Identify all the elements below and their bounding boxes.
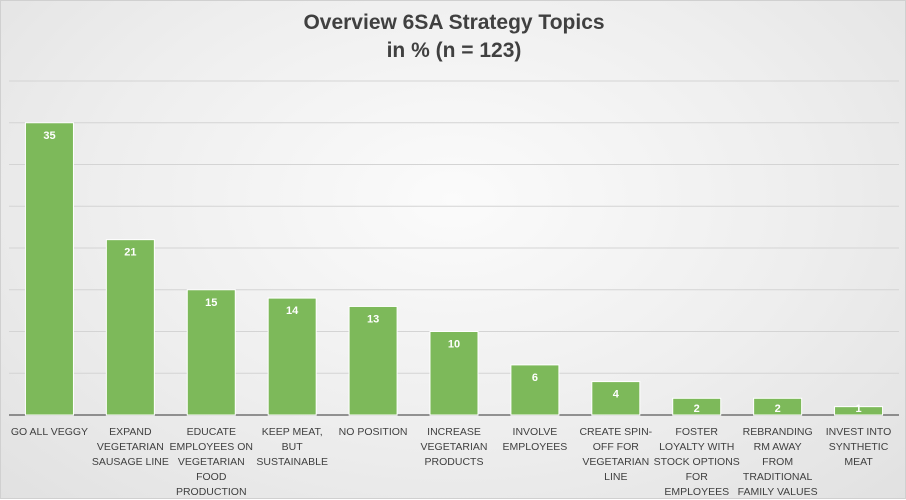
- chart-subtitle: in % (n = 123): [386, 39, 522, 62]
- bar: [24, 122, 74, 416]
- x-tick-label-line: OFF FOR: [593, 441, 639, 453]
- data-label: 2: [775, 403, 781, 415]
- bar: [186, 289, 236, 416]
- bar: [591, 381, 641, 416]
- data-label: 15: [205, 297, 217, 309]
- x-tick-label-line: LINE: [604, 471, 627, 483]
- data-label: 21: [124, 247, 136, 259]
- x-tick-label-line: STOCK OPTIONS: [654, 456, 740, 468]
- x-tick-label-line: SYNTHETIC: [829, 441, 889, 453]
- data-label: 13: [367, 313, 379, 325]
- x-tick-label-line: FOSTER: [675, 426, 718, 438]
- data-label: 1: [855, 403, 861, 415]
- x-tick-label-line: EDUCATE: [187, 426, 236, 438]
- x-tick-label: INVOLVE EMPLOYEES: [503, 426, 568, 453]
- x-tick-label: NO POSITION: [339, 426, 408, 438]
- bar: [672, 397, 722, 416]
- x-tick-label: INCREASE VEGETARIAN PRODUCTS: [421, 426, 488, 468]
- x-tick-label-line: INVEST INTO: [826, 426, 892, 438]
- bar: [510, 364, 560, 416]
- x-tick-label-line: FOR: [686, 471, 709, 483]
- x-tick-label: INVEST INTO SYNTHETIC MEAT: [826, 426, 892, 468]
- x-tick-label-line: MEAT: [844, 456, 873, 468]
- bar: [348, 305, 398, 416]
- x-tick-label-line: EMPLOYEES ON: [170, 441, 253, 453]
- x-tick-label-line: FOOD: [196, 471, 227, 483]
- x-tick-label-line: INCREASE: [427, 426, 481, 438]
- x-tick-label-line: VEGETARIAN: [97, 441, 164, 453]
- x-tick-label-line: EXPAND: [109, 426, 152, 438]
- x-tick-label-line: TRADITIONAL: [743, 471, 813, 483]
- x-tick-label-line: SUSTAINABLE: [256, 456, 328, 468]
- data-label: 4: [613, 389, 620, 401]
- x-tick-label-line: GO ALL VEGGY: [11, 426, 88, 438]
- bar: [267, 297, 317, 416]
- data-label: 35: [43, 130, 55, 142]
- bar: [105, 239, 155, 416]
- data-label: 6: [532, 372, 538, 384]
- data-label: 10: [448, 339, 460, 351]
- x-tick-label-line: VEGETARIAN: [421, 441, 488, 453]
- x-tick-label-line: EMPLOYEES: [664, 486, 729, 498]
- data-label: 14: [286, 305, 299, 317]
- x-tick-label-line: VEGETARIAN: [178, 456, 245, 468]
- x-tick-label-line: KEEP MEAT,: [262, 426, 323, 438]
- x-tick-label-line: BUT: [282, 441, 304, 453]
- bar: [429, 331, 479, 416]
- x-tick-label-line: SAUSAGE LINE: [92, 456, 169, 468]
- x-tick-label: REBRANDING RM AWAY FROM TRADITIONAL FAMILY V…: [738, 426, 818, 498]
- x-tick-label-line: REBRANDING: [743, 426, 813, 438]
- x-tick-label-line: EMPLOYEES: [503, 441, 568, 453]
- x-tick-label-line: FAMILY VALUES: [738, 486, 818, 498]
- x-tick-label-line: LOYALTY WITH: [659, 441, 734, 453]
- x-tick-label-line: INVOLVE: [513, 426, 558, 438]
- chart-title: Overview 6SA Strategy Topics: [303, 11, 605, 34]
- data-label: 2: [694, 403, 700, 415]
- x-tick-label-line: PRODUCTION: [176, 486, 247, 498]
- x-tick-label: GO ALL VEGGY: [11, 426, 88, 438]
- x-tick-label: KEEP MEAT, BUT SUSTAINABLE: [256, 426, 328, 468]
- x-tick-label-line: VEGETARIAN: [582, 456, 649, 468]
- x-tick-label: CREATE SPIN- OFF FOR VEGETARIAN LINE: [579, 426, 652, 483]
- x-tick-label-line: CREATE SPIN-: [579, 426, 652, 438]
- bar: [834, 406, 884, 416]
- x-tick-label-line: FROM: [762, 456, 793, 468]
- bar: [753, 397, 803, 416]
- x-tick-label: EXPAND VEGETARIAN SAUSAGE LINE: [92, 426, 169, 468]
- x-tick-label-line: NO POSITION: [339, 426, 408, 438]
- chart-title-block: Overview 6SA Strategy Topics in % (n = 1…: [1, 9, 906, 65]
- x-tick-label: EDUCATE EMPLOYEES ON VEGETARIAN FOOD PRODUCT…: [170, 426, 253, 498]
- x-tick-label: FOSTER LOYALTY WITH STOCK OPTIONS FOR EMPLOY…: [654, 426, 740, 498]
- x-tick-label-line: RM AWAY: [754, 441, 802, 453]
- x-tick-label-line: PRODUCTS: [425, 456, 484, 468]
